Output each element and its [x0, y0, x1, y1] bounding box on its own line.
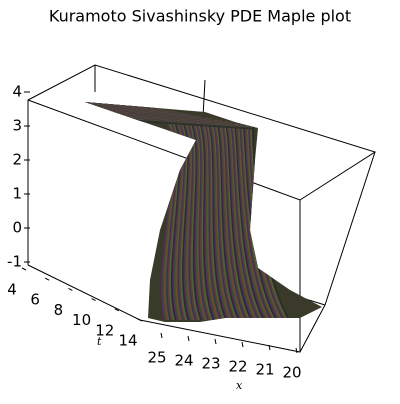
z-tick-label: -1 [7, 253, 22, 271]
z-tick-label: 3 [12, 117, 22, 135]
t-tick [114, 308, 120, 312]
chart-title: Kuramoto Sivashinsky PDE Maple plot [49, 7, 351, 26]
t-tick [137, 318, 143, 322]
t-tick-label: 12 [95, 321, 114, 339]
t-tick [21, 267, 27, 271]
x-tick [268, 344, 271, 351]
t-tick [68, 287, 73, 291]
t-tick [44, 277, 50, 281]
x-tick-label: 22 [228, 358, 247, 376]
x-tick-label: 23 [201, 355, 220, 373]
x-tick [160, 332, 163, 339]
t-tick-label: 10 [72, 311, 91, 329]
x-tick [241, 341, 244, 348]
z-tick-label: 2 [12, 151, 22, 169]
t-tick [91, 298, 96, 302]
t-axis-label: t [97, 335, 102, 348]
x-axis-label: x [236, 379, 243, 392]
x-tick [187, 335, 190, 342]
x-tick-label: 21 [255, 361, 274, 379]
t-tick-label: 4 [7, 281, 17, 299]
t-tick-label: 8 [54, 301, 64, 319]
z-tick-label: 0 [12, 219, 22, 237]
z-tick-label: 4 [12, 83, 22, 101]
t-tick-label: 14 [118, 332, 137, 350]
x-tick [295, 347, 298, 354]
surface [85, 102, 322, 322]
x-tick [214, 338, 217, 345]
x-tick-label: 20 [282, 364, 301, 382]
t-tick-label: 6 [30, 291, 40, 309]
z-tick-label: 1 [12, 185, 22, 203]
x-tick-label: 24 [174, 352, 193, 370]
x-tick-label: 25 [147, 349, 166, 367]
